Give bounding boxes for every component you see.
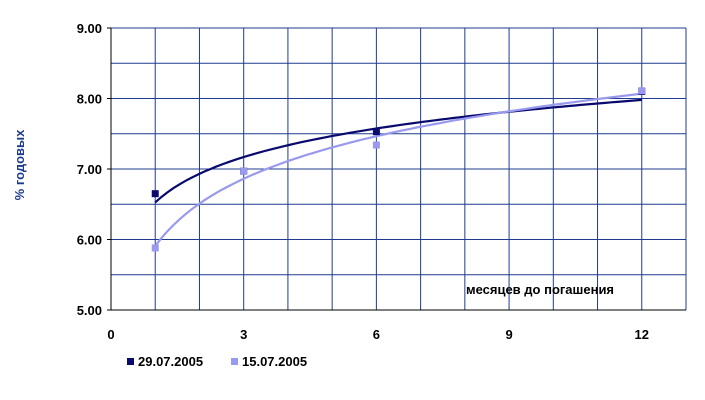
x-tick-label: 12 xyxy=(635,327,649,342)
x-tick-label: 6 xyxy=(373,327,380,342)
legend-marker xyxy=(127,358,134,365)
y-tick-label: 8.00 xyxy=(77,92,102,107)
trendlines xyxy=(154,92,642,247)
x-tick-label: 9 xyxy=(505,327,512,342)
data-point-15.07.2005 xyxy=(372,141,380,149)
y-tick-label: 6.00 xyxy=(77,233,102,248)
y-axis-label: % годовых xyxy=(12,129,27,200)
data-point-29.07.2005 xyxy=(151,190,159,198)
trendline-15.07.2005 xyxy=(154,92,642,247)
legend: 29.07.2005 15.07.2005 xyxy=(127,354,307,369)
x-axis-annotation: месяцев до погашения xyxy=(466,282,614,297)
y-tick-label: 9.00 xyxy=(77,21,102,36)
trendline-29.07.2005 xyxy=(154,98,642,204)
data-point-15.07.2005 xyxy=(240,167,248,175)
legend-label: 15.07.2005 xyxy=(242,354,307,369)
legend-label: 29.07.2005 xyxy=(138,354,203,369)
x-tick-label: 3 xyxy=(240,327,247,342)
x-tick-label: 0 xyxy=(107,327,114,342)
grid xyxy=(111,27,687,310)
data-points xyxy=(151,87,646,252)
data-point-15.07.2005 xyxy=(151,244,159,252)
ticks: 5.00 6.00 7.00 8.00 9.00 0 3 6 9 12 xyxy=(77,21,649,342)
y-tick-label: 5.00 xyxy=(77,303,102,318)
data-point-29.07.2005 xyxy=(372,128,380,136)
legend-marker xyxy=(231,358,238,365)
y-tick-label: 7.00 xyxy=(77,162,102,177)
data-point-15.07.2005 xyxy=(638,87,646,95)
